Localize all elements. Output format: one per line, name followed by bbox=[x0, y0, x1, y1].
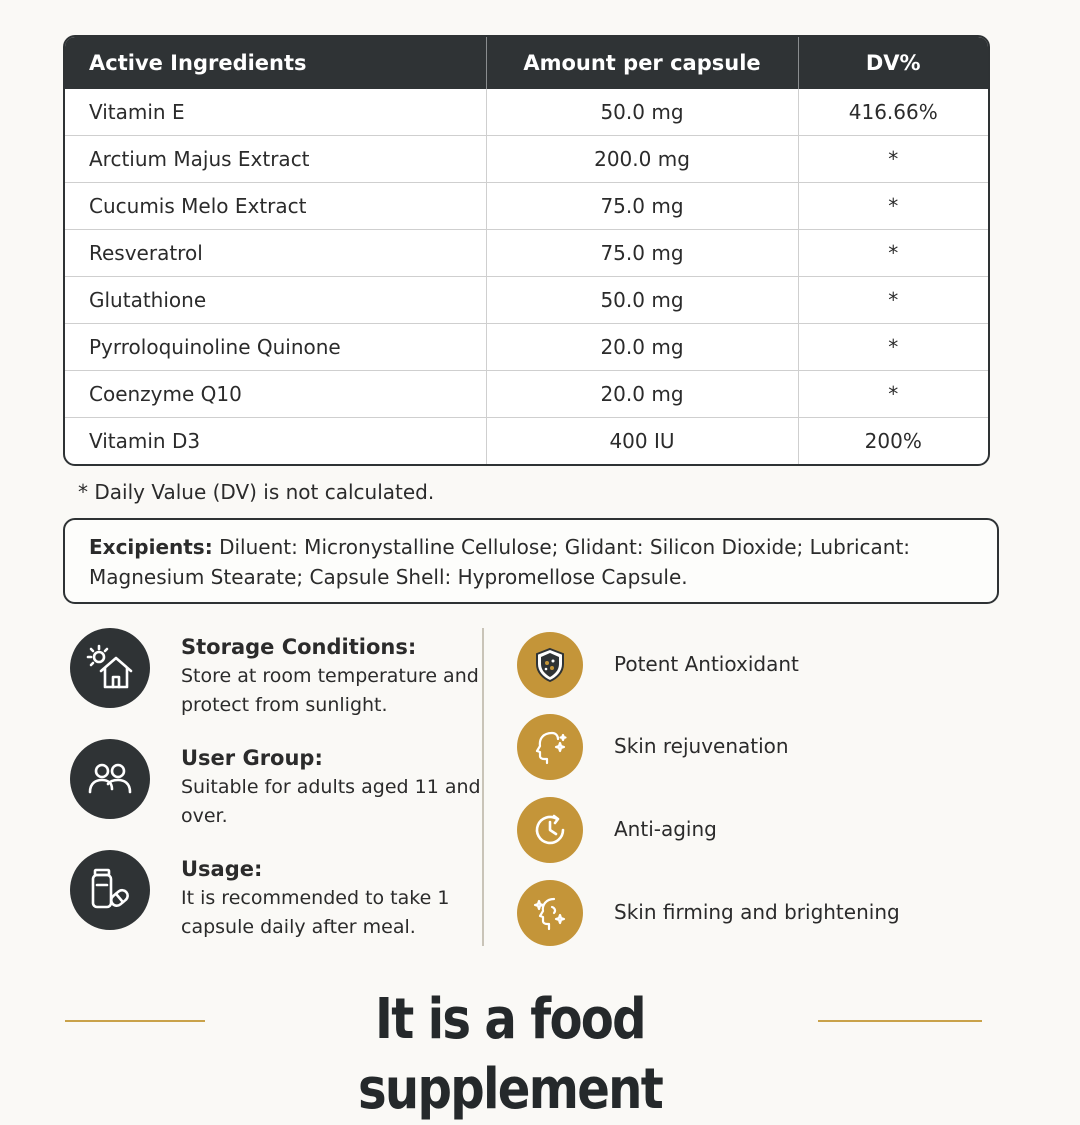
house-sun-icon bbox=[70, 628, 150, 708]
table-row: Coenzyme Q10 20.0 mg * bbox=[65, 370, 988, 418]
ingredient-dv: 200% bbox=[797, 417, 988, 464]
shield-icon bbox=[517, 632, 583, 698]
table-row: Cucumis Melo Extract 75.0 mg * bbox=[65, 182, 988, 230]
ingredient-amount: 50.0 mg bbox=[485, 276, 798, 324]
table-header-row: Active Ingredients Amount per capsule DV… bbox=[65, 37, 988, 89]
benefit-anti-aging: Anti-aging bbox=[517, 797, 977, 865]
ingredient-name: Resveratrol bbox=[65, 229, 486, 277]
users-icon bbox=[70, 739, 150, 819]
slogan-line-right bbox=[818, 1020, 982, 1022]
info-storage: Storage Conditions: Store at room temper… bbox=[70, 628, 479, 716]
benefit-antioxidant: Potent Antioxidant bbox=[517, 632, 977, 700]
ingredient-name: Vitamin E bbox=[89, 100, 185, 124]
user-group-body: Suitable for adults aged 11 and over. bbox=[181, 776, 481, 827]
ingredient-dv: 416.66% bbox=[797, 89, 988, 136]
benefit-label: Anti-aging bbox=[614, 817, 717, 841]
header-dv: DV% bbox=[797, 37, 988, 89]
ingredients-table: Active Ingredients Amount per capsule DV… bbox=[63, 35, 990, 466]
ingredient-amount: 75.0 mg bbox=[485, 182, 798, 230]
face-glow-icon bbox=[517, 880, 583, 946]
ingredient-amount: 400 IU bbox=[485, 417, 798, 464]
ingredient-name: Cucumis Melo Extract bbox=[65, 182, 486, 230]
ingredient-dv: * bbox=[797, 276, 988, 324]
usage-title: Usage: bbox=[181, 857, 263, 881]
ingredient-dv: * bbox=[797, 323, 988, 371]
benefit-label: Skin rejuvenation bbox=[614, 734, 789, 758]
capsule-bottle-icon bbox=[70, 850, 150, 930]
ingredient-amount: 75.0 mg bbox=[485, 229, 798, 277]
excipients-box: Excipients: Diluent: Micronystalline Cel… bbox=[63, 518, 999, 604]
dv-footnote: * Daily Value (DV) is not calculated. bbox=[78, 480, 435, 504]
ingredient-dv: * bbox=[797, 370, 988, 418]
slogan-heading: It is a food supplement bbox=[357, 987, 664, 1122]
ingredient-amount: 20.0 mg bbox=[485, 370, 798, 418]
ingredient-dv: * bbox=[797, 182, 988, 230]
benefit-rejuvenation: Skin rejuvenation bbox=[517, 714, 977, 782]
column-divider bbox=[482, 628, 484, 946]
user-group-title: User Group: bbox=[181, 746, 323, 770]
slogan-line-left bbox=[65, 1020, 205, 1022]
table-row: Vitamin E 50.0 mg 416.66% bbox=[65, 89, 988, 136]
storage-title: Storage Conditions: bbox=[181, 635, 417, 659]
table-row: Vitamin D3 400 IU 200% bbox=[65, 417, 988, 464]
table-row: Glutathione 50.0 mg * bbox=[65, 276, 988, 324]
info-user-group: User Group: Suitable for adults aged 11 … bbox=[70, 739, 481, 827]
ingredient-name: Vitamin D3 bbox=[65, 417, 486, 464]
ingredient-amount: 50.0 mg bbox=[485, 89, 798, 136]
benefit-label: Potent Antioxidant bbox=[614, 652, 799, 676]
ingredient-name: Coenzyme Q10 bbox=[65, 370, 486, 418]
ingredient-amount: 200.0 mg bbox=[485, 135, 798, 183]
ingredient-amount: 20.0 mg bbox=[485, 323, 798, 371]
excipients-label: Excipients: bbox=[89, 535, 213, 559]
clock-icon bbox=[517, 797, 583, 863]
ingredient-name: Arctium Majus Extract bbox=[65, 135, 486, 183]
benefit-firming: Skin firming and brightening bbox=[517, 880, 977, 948]
excipients-text: Diluent: Micronystalline Cellulose; Glid… bbox=[89, 535, 911, 589]
ingredient-name: Glutathione bbox=[65, 276, 486, 324]
header-active-ingredients: Active Ingredients bbox=[65, 37, 486, 89]
table-row: Arctium Majus Extract 200.0 mg * bbox=[65, 135, 988, 183]
storage-body: Store at room temperature and protect fr… bbox=[181, 665, 479, 716]
info-usage: Usage: It is recommended to take 1 capsu… bbox=[70, 850, 470, 938]
table-row: Resveratrol 75.0 mg * bbox=[65, 229, 988, 277]
ingredient-dv: * bbox=[797, 229, 988, 277]
table-row: Pyrroloquinoline Quinone 20.0 mg * bbox=[65, 323, 988, 371]
header-amount: Amount per capsule bbox=[485, 37, 798, 89]
face-sparkle-icon bbox=[517, 714, 583, 780]
ingredient-name: Pyrroloquinoline Quinone bbox=[65, 323, 486, 371]
ingredient-dv: * bbox=[797, 135, 988, 183]
usage-body: It is recommended to take 1 capsule dail… bbox=[181, 887, 450, 938]
benefit-label: Skin firming and brightening bbox=[614, 900, 900, 924]
